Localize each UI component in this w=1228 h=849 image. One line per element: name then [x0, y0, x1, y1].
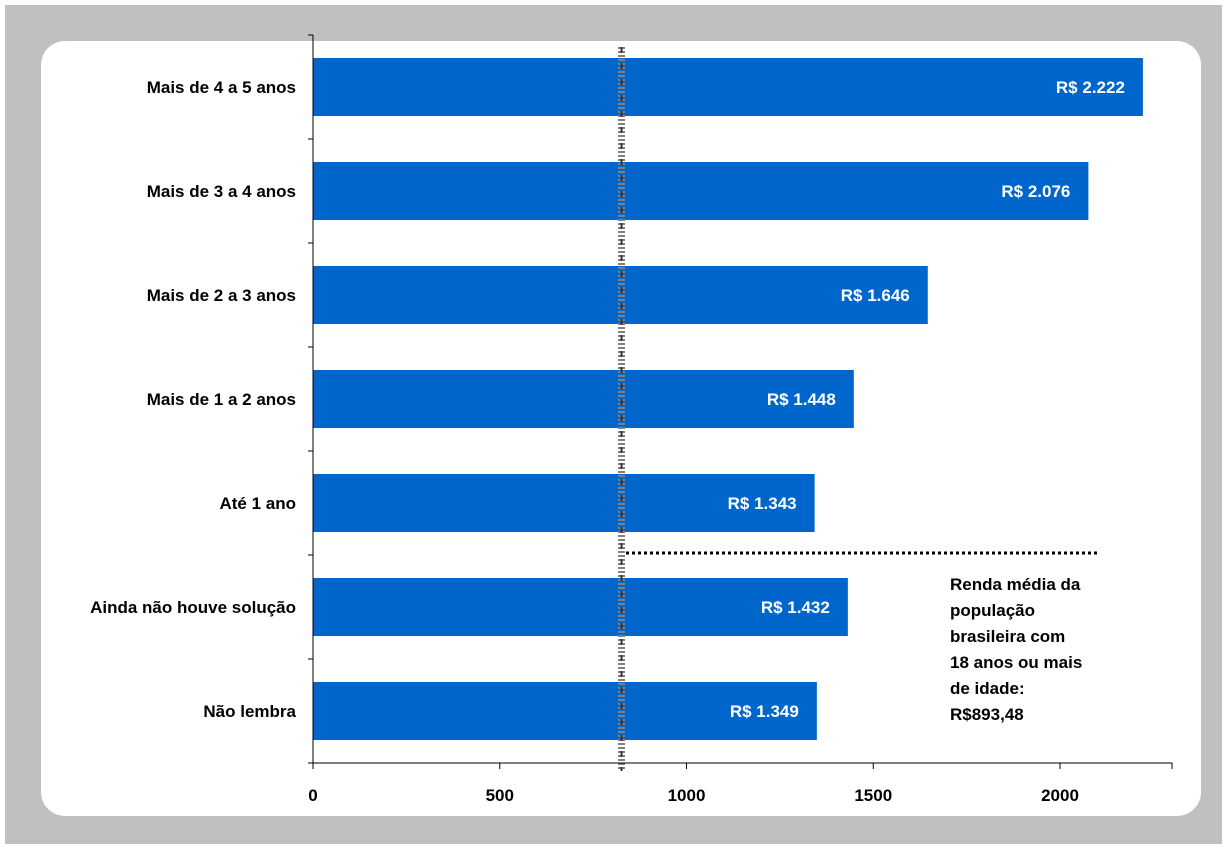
average-income-note: Renda média da população brasileira com 18 … — [950, 575, 1082, 724]
category-label: Mais de 1 a 2 anos — [147, 390, 296, 409]
category-label: Até 1 ano — [219, 494, 296, 513]
note-line: Renda média da — [950, 575, 1081, 594]
note-line: 18 anos ou mais — [950, 653, 1082, 672]
category-label: Mais de 2 a 3 anos — [147, 286, 296, 305]
bar-value-label: R$ 2.222 — [1056, 78, 1125, 97]
bar — [313, 474, 815, 532]
axis-layer — [308, 34, 1173, 769]
category-labels: Mais de 4 a 5 anos Mais de 3 a 4 anos Mais… — [90, 78, 296, 721]
bar-value-label: R$ 2.076 — [1001, 182, 1070, 201]
bar-value-label: R$ 1.349 — [730, 702, 799, 721]
x-tick-label: 1500 — [854, 786, 892, 805]
bar-value-label: R$ 1.432 — [761, 598, 830, 617]
bar — [313, 578, 848, 636]
x-tick-label: 0 — [308, 786, 317, 805]
note-line: de idade: — [950, 679, 1025, 698]
bar-value-label: R$ 1.448 — [767, 390, 836, 409]
note-line: R$893,48 — [950, 705, 1024, 724]
category-label: Não lembra — [203, 702, 296, 721]
x-tick-label: 500 — [486, 786, 514, 805]
bar — [313, 370, 854, 428]
bar — [313, 58, 1143, 116]
x-tick-label: 1000 — [668, 786, 706, 805]
bar — [313, 162, 1089, 220]
data-labels: R$ 2.222 R$ 2.076 R$ 1.646 R$ 1.448 R$ 1.343… — [728, 78, 1125, 721]
x-tick-label: 2000 — [1041, 786, 1079, 805]
category-label: Ainda não houve solução — [90, 598, 296, 617]
note-line: brasileira com — [950, 627, 1065, 646]
category-label: Mais de 3 a 4 anos — [147, 182, 296, 201]
bar-value-label: R$ 1.646 — [841, 286, 910, 305]
bar — [313, 682, 817, 740]
bar-value-label: R$ 1.343 — [728, 494, 797, 513]
x-tick-labels: 0 500 1000 1500 2000 — [308, 786, 1079, 805]
note-line: população — [950, 601, 1035, 620]
category-label: Mais de 4 a 5 anos — [147, 78, 296, 97]
